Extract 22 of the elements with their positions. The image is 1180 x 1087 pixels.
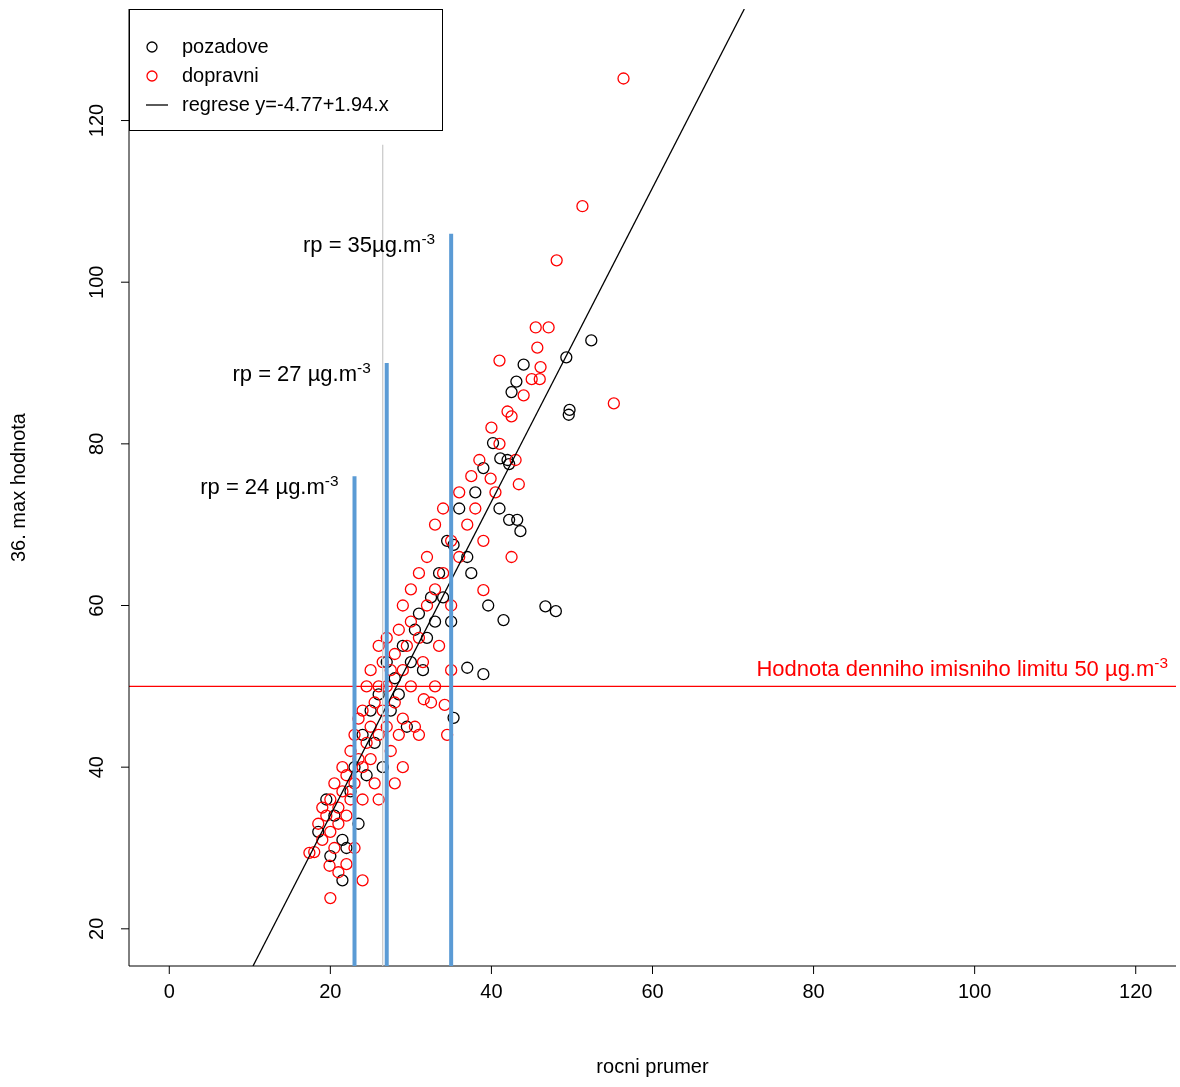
y-tick-label: 120 <box>85 103 107 138</box>
y-axis-title: 36. max hodnota <box>7 412 30 562</box>
annotation: rp = 24 µg.m$^{-3}$ <box>200 471 339 500</box>
y-tick-label: 40 <box>85 756 107 779</box>
x-tick-label: 40 <box>480 980 503 1003</box>
y-tick-label: 20 <box>85 917 107 940</box>
legend-label: dopravni <box>182 64 259 87</box>
y-tick-label: 80 <box>85 432 107 455</box>
y-tick-label: 100 <box>85 265 107 299</box>
annotation: rp = 35µg.m$^{-3}$ <box>303 229 436 257</box>
x-axis-title: rocni prumer <box>596 1055 709 1077</box>
annotation: rp = 27 µg.m$^{-3}$ <box>232 358 371 387</box>
x-tick-label: 60 <box>641 980 664 1003</box>
x-tick-label: 120 <box>1119 980 1153 1003</box>
x-tick-label: 0 <box>163 980 175 1003</box>
legend-label: pozadove <box>182 35 269 58</box>
x-tick-label: 100 <box>957 980 992 1003</box>
x-tick-label: 20 <box>319 980 342 1003</box>
y-tick-label: 60 <box>85 594 107 617</box>
legend-label: regrese y=-4.77+1.94.x <box>182 93 389 116</box>
x-tick-label: 80 <box>802 980 825 1003</box>
ref-line-label: Hodnota denniho imisniho limitu 50 µg.m$^{-3}$ <box>756 653 1168 682</box>
